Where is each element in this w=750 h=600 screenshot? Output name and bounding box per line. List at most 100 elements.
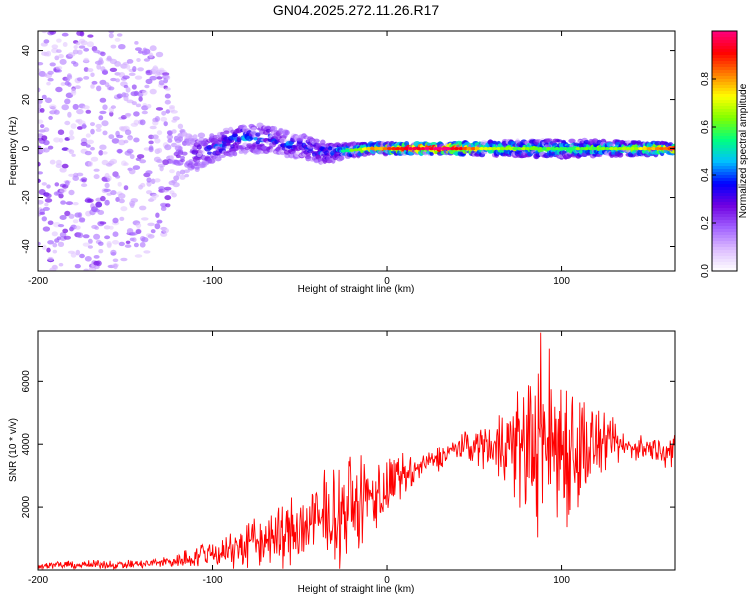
spectrogram-cell	[175, 154, 181, 159]
spectrogram-cell	[164, 186, 172, 191]
spectrogram-cell	[43, 147, 50, 153]
spectrogram-cell	[226, 142, 231, 147]
spectrogram-cell	[70, 123, 77, 129]
spectrogram-cell	[38, 99, 43, 104]
spectrogram-cell	[64, 98, 71, 105]
spectrogram-cell	[123, 95, 129, 102]
spectrogram-peak	[391, 147, 397, 151]
spectrogram-cell	[62, 42, 68, 47]
spectrogram-peak	[495, 147, 501, 151]
spectrogram-peak	[608, 147, 615, 151]
spectrogram-cell	[143, 147, 151, 151]
spectrogram-cell	[101, 70, 109, 75]
spectrogram-cell	[48, 104, 57, 109]
spectrogram-cell	[133, 119, 140, 126]
spectrogram-cell	[136, 58, 141, 62]
spectrogram-cell	[52, 242, 58, 248]
colorbar-step	[712, 190, 737, 194]
spectrogram-cell	[142, 90, 148, 96]
snr-series-line	[38, 332, 675, 570]
spectrogram-cell	[61, 32, 69, 37]
spectrogram-cell	[110, 77, 117, 82]
spectrogram-cell	[135, 222, 142, 229]
spectrogram-cell	[169, 154, 175, 160]
spectrogram-cell	[74, 264, 81, 269]
spectrogram-peak	[634, 147, 640, 151]
spectrogram-peak	[562, 147, 569, 151]
spectrogram-cell	[90, 122, 95, 127]
spectrogram-peak	[654, 147, 661, 151]
spectrogram-cell	[120, 206, 128, 212]
spectrogram-cell	[131, 84, 137, 90]
spectrogram-cell	[109, 67, 118, 72]
spectrogram-cell	[51, 44, 59, 49]
spectrogram-cell	[99, 110, 107, 115]
snr-frame	[37, 330, 676, 571]
colorbar-step	[712, 214, 737, 218]
spectrogram-cell	[41, 31, 48, 34]
colorbar-tick-label: 0.2	[700, 216, 711, 230]
spectrogram-cell	[41, 182, 47, 186]
spectrogram-cell	[132, 66, 137, 72]
spectrogram-cell	[154, 178, 161, 183]
spectrogram-cell	[83, 76, 90, 80]
spectrogram-cell	[106, 175, 112, 182]
colorbar-step	[712, 259, 737, 263]
spectrogram-cell	[125, 87, 131, 93]
spectrogram-cell	[251, 126, 257, 132]
spectrogram-cell	[72, 49, 79, 55]
spectrogram-cells	[38, 31, 675, 271]
spectrogram-cell	[38, 241, 41, 246]
spectrogram-cell	[76, 232, 84, 239]
spectrogram-x-tick-label: -100	[203, 276, 223, 287]
spectrogram-cell	[198, 149, 205, 155]
spectrogram-cell	[55, 69, 63, 73]
spectrogram-cell	[99, 79, 107, 85]
spectrogram-cell	[177, 123, 184, 129]
colorbar-step	[712, 148, 737, 152]
colorbar-step	[712, 241, 737, 245]
spectrogram-cell	[149, 45, 157, 52]
spectrogram-cell	[80, 40, 88, 46]
colorbar-step	[712, 265, 737, 269]
spectrogram-cell	[146, 180, 152, 187]
spectrogram-cell	[85, 144, 91, 148]
colorbar-step	[712, 178, 737, 182]
spectrogram-cell	[59, 215, 67, 220]
spectrogram-cell	[133, 137, 140, 143]
colorbar-step	[712, 205, 737, 209]
spectrogram-peak	[491, 147, 497, 151]
spectrogram-cell	[113, 263, 118, 270]
colorbar-step	[712, 139, 737, 143]
spectrogram-cell	[38, 87, 41, 93]
spectrogram-cell	[79, 253, 85, 259]
spectrogram-cell	[183, 169, 190, 173]
spectrogram-peak	[349, 148, 355, 152]
spectrogram-cell	[166, 134, 174, 140]
colorbar-step	[712, 124, 737, 128]
spectrogram-cell	[139, 205, 147, 211]
spectrogram-cell	[87, 245, 93, 249]
spectrogram-cell	[144, 84, 150, 89]
colorbar-step	[712, 103, 737, 107]
spectrogram-cell	[148, 140, 154, 145]
spectrogram-cell	[123, 162, 129, 166]
colorbar-tick-label: 0.8	[700, 72, 711, 86]
spectrogram-cell	[102, 151, 108, 155]
spectrogram-cell	[47, 70, 54, 75]
colorbar-step	[712, 70, 737, 74]
spectrogram-y-tick-label: -40	[21, 239, 32, 254]
spectrogram-cell	[147, 234, 155, 239]
spectrogram-cell	[101, 120, 109, 127]
spectrogram-cell	[87, 198, 94, 203]
spectrogram-cell	[112, 240, 119, 245]
spectrogram-peak	[558, 147, 564, 151]
spectrogram-peak	[504, 147, 510, 151]
snr-y-tick-label: 6000	[21, 370, 32, 393]
colorbar-step	[712, 211, 737, 215]
spectrogram-peak	[466, 147, 472, 151]
colorbar-step	[712, 172, 737, 176]
spectrogram-cell	[46, 81, 51, 86]
spectrogram-y-tick-label: -20	[21, 190, 32, 205]
spectrogram-cell	[55, 86, 63, 93]
